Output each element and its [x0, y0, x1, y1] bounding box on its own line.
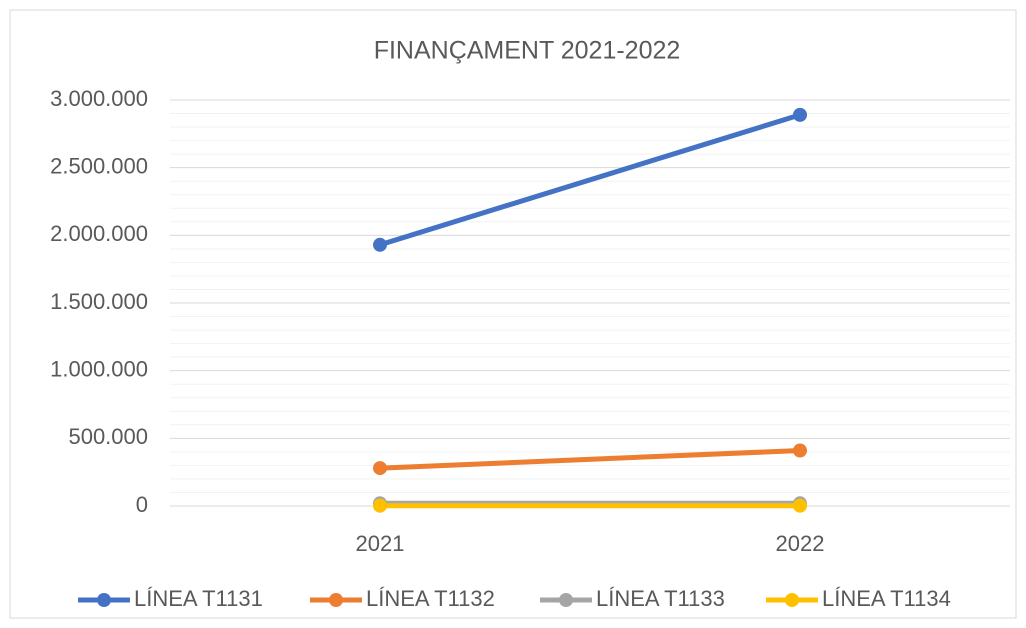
legend-label: LÍNEA T1134: [822, 586, 951, 611]
chart-border: [9, 9, 1017, 619]
legend-label: LÍNEA T1132: [366, 586, 495, 611]
data-point: [793, 498, 807, 513]
legend-marker: [559, 593, 573, 607]
legend-marker: [97, 593, 111, 607]
legend-label: LÍNEA T1131: [134, 586, 263, 611]
data-point: [793, 107, 807, 122]
x-tick-label: 2021: [356, 531, 405, 556]
data-point: [373, 237, 387, 252]
legend-marker: [785, 593, 799, 607]
data-point: [373, 461, 387, 476]
y-tick-label: 1.000.000: [50, 356, 148, 381]
y-tick-label: 2.500.000: [50, 153, 148, 178]
x-tick-label: 2022: [776, 531, 825, 556]
y-tick-label: 2.000.000: [50, 221, 148, 246]
legend-marker: [329, 593, 343, 607]
y-tick-label: 500.000: [68, 424, 148, 449]
y-tick-label: 3.000.000: [50, 86, 148, 111]
y-tick-label: 1.500.000: [50, 289, 148, 314]
y-tick-label: 0: [136, 492, 148, 517]
data-point: [793, 443, 807, 458]
data-point: [373, 498, 387, 513]
series-line: [377, 112, 803, 248]
legend-label: LÍNEA T1133: [596, 586, 725, 611]
chart-title: FINANÇAMENT 2021-2022: [374, 37, 681, 65]
series-line: [377, 448, 803, 471]
